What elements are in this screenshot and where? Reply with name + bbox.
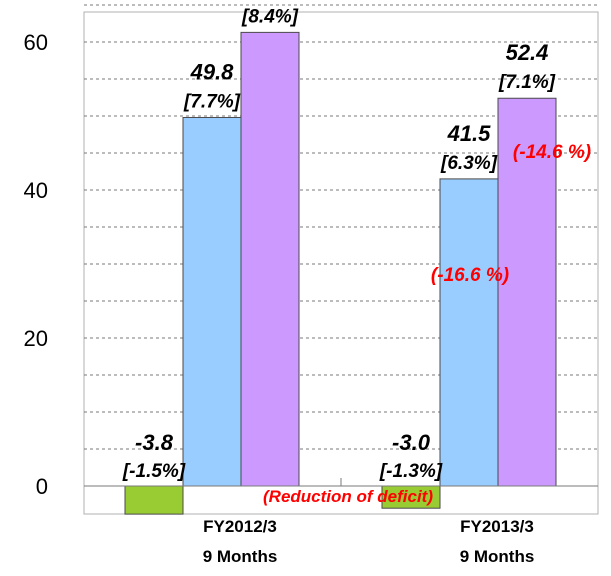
bar-blue: [439, 178, 499, 487]
bars: [124, 31, 557, 515]
category-label: FY2013/3: [460, 517, 534, 536]
y-tick-label: 40: [24, 178, 48, 203]
change-label: (-16.6 %): [431, 265, 509, 286]
value-label: 52.4: [506, 40, 549, 65]
category-label: FY2012/3: [203, 517, 277, 536]
percent-label: [-1.5%]: [122, 461, 186, 482]
bar-purple: [497, 97, 557, 487]
percent-label: [7.7%]: [183, 91, 241, 112]
value-label: 41.5: [447, 121, 492, 146]
bar-blue: [182, 116, 242, 487]
percent-label: [8.4%]: [241, 6, 299, 27]
percent-label: [6.3%]: [440, 153, 498, 174]
y-tick-label: 0: [36, 474, 48, 499]
value-label: 49.8: [190, 59, 235, 84]
percent-label: [7.1%]: [498, 72, 556, 93]
category-label: 9 Months: [460, 547, 535, 566]
value-label: -3.0: [392, 430, 431, 455]
change-label: (-14.6 %): [513, 142, 591, 163]
axes: 0 20 40 60 FY2012/3 9 Months FY2013/3 9 Months: [24, 30, 598, 566]
bar-green: [124, 485, 184, 515]
annotation-label: (Reduction of deficit): [263, 487, 433, 506]
value-label: -3.8: [135, 430, 174, 455]
bar-purple: [240, 31, 300, 487]
y-tick-label: 60: [24, 30, 48, 55]
category-label: 9 Months: [203, 547, 278, 566]
y-tick-label: 20: [24, 326, 48, 351]
data-labels: -3.8[-1.5%]49.8[7.7%]61.3[8.4%]-3.0[-1.3…: [122, 6, 591, 506]
percent-label: [-1.3%]: [379, 461, 443, 482]
